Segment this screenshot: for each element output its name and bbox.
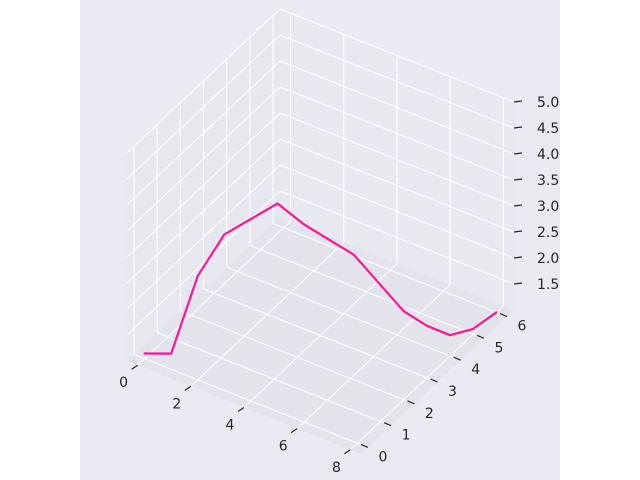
grid-z-left-1 [126,164,281,310]
grid-y-bottom-5 [249,244,485,339]
grid-z-back-7 [279,8,515,103]
axes-grid [126,8,515,451]
grid-y-bottom-1 [156,332,392,427]
x-tick-mark-0 [131,364,138,370]
y-tick-mark-3 [430,378,438,383]
y-tick-mark-0 [360,443,369,449]
grid-z-left-6 [126,34,281,180]
series-group [143,202,498,355]
y-tick-label-4: 4 [471,362,480,378]
x-tick-mark-2 [237,407,245,412]
z-tick-mark-5 [513,152,523,155]
grid-z-back-6 [279,34,515,129]
x-tick-label-1: 2 [172,396,181,412]
grid-y-bottom-6 [272,223,508,318]
grid-z-left-7 [126,8,281,154]
grid-z-back-2 [279,138,515,233]
z-tick-mark-3 [513,204,523,207]
series-line-0 [143,202,498,355]
y-tick-mark-1 [383,422,392,427]
x-tick-label-4: 8 [332,460,341,476]
z-tick-mark-6 [513,126,523,129]
y-tick-label-5: 5 [494,340,503,356]
x-tick-label-3: 6 [279,439,288,455]
grid-z-back-0 [279,190,515,285]
y-tick-mark-2 [407,400,415,405]
x-tick-label-0: 0 [119,375,128,391]
grid-y-bottom-2 [180,310,415,405]
grid-y-bottom-3 [203,288,438,383]
y-tick-mark-4 [453,356,461,361]
z-tick-label-3: 3.0 [537,199,559,215]
z-tick-mark-4 [513,178,523,181]
grid-z-left-5 [126,60,281,206]
z-tick-label-5: 4.0 [537,147,559,163]
z-tick-mark-1 [513,256,523,259]
grid-z-back-5 [279,60,515,155]
z-tick-mark-0 [513,282,523,285]
grid-z-left-4 [126,86,281,232]
grid-y-bottom-4 [226,266,461,361]
grid-z-back-1 [279,164,515,259]
y-tick-mark-5 [476,334,485,339]
y-tick-mark-6 [499,312,508,318]
x-tick-mark-4 [344,449,351,455]
grid-z-left-0 [126,190,281,336]
x-tick-mark-3 [290,428,298,434]
grid-z-back-4 [279,86,515,181]
z-tick-label-4: 3.5 [537,173,559,189]
z-tick-label-2: 2.5 [537,225,559,241]
z-tick-mark-2 [513,230,523,233]
y-tick-label-2: 2 [425,406,434,422]
grid-z-left-3 [126,112,281,258]
z-tick-label-6: 4.5 [537,121,559,137]
z-tick-label-1: 2.0 [537,251,559,267]
z-tick-label-0: 1.5 [537,277,559,293]
x-tick-label-2: 4 [226,418,235,434]
y-tick-label-1: 1 [402,428,411,444]
z-tick-label-7: 5.0 [537,95,559,111]
grid-z-back-3 [279,112,515,207]
grid-y-bottom-0 [133,353,369,448]
x-tick-mark-1 [184,385,192,391]
y-tick-label-3: 3 [448,384,457,400]
y-tick-label-0: 0 [379,450,388,466]
z-tick-mark-7 [513,100,523,103]
y-tick-label-6: 6 [518,319,527,335]
grid-z-left-2 [126,138,281,284]
